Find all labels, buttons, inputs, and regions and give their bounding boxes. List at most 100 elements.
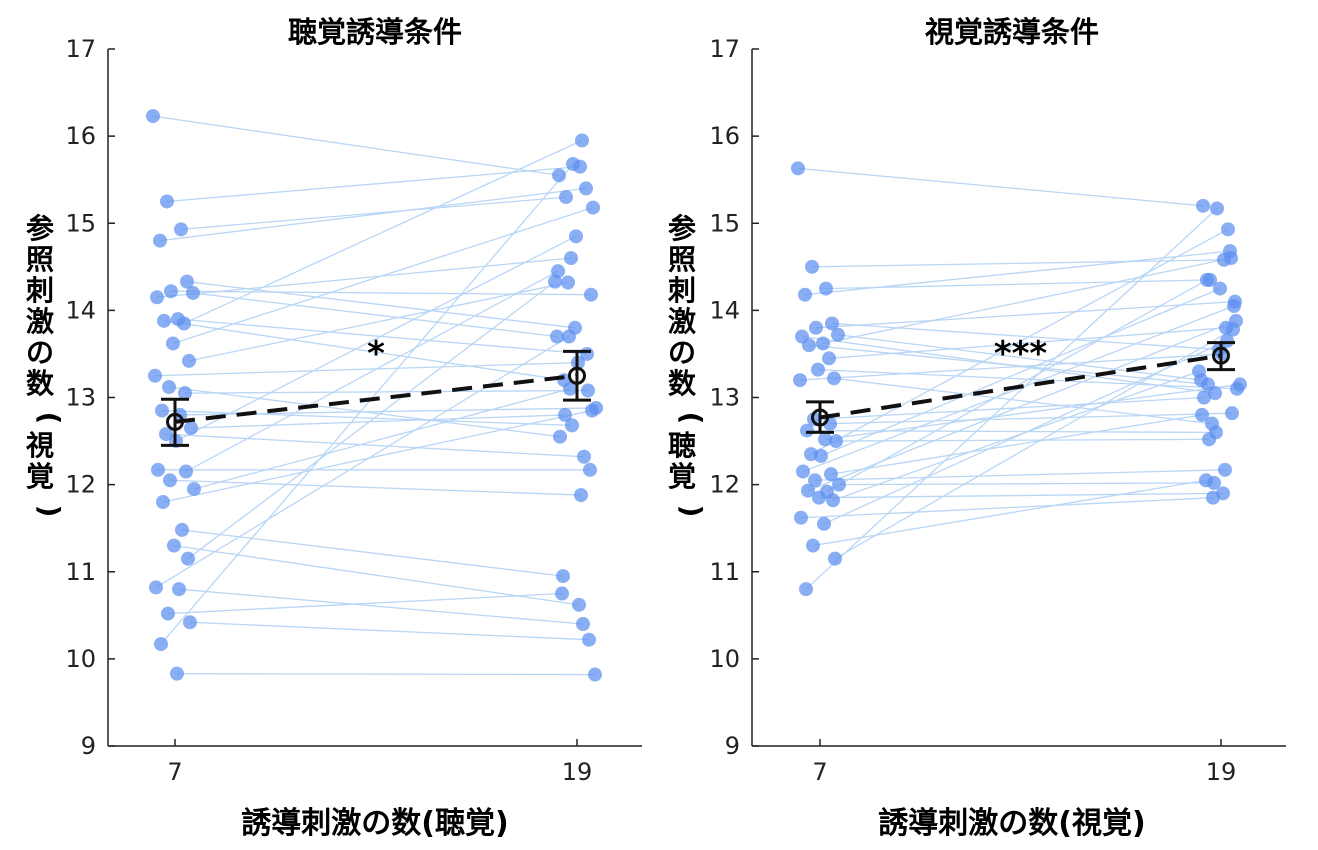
point-7 [186, 285, 200, 300]
point-19 [1201, 377, 1215, 392]
y-tick-label: 13 [709, 384, 740, 412]
pair-line [822, 257, 1232, 345]
point-19 [562, 329, 576, 344]
point-19 [1225, 406, 1239, 421]
pair-line [830, 414, 1203, 475]
point-7 [831, 327, 845, 342]
x-axis-label: 誘導刺激の数(聴覚) [241, 806, 508, 841]
chart-title: 視覚誘導条件 [925, 15, 1099, 49]
pair-line [189, 621, 590, 641]
point-19 [574, 488, 588, 503]
point-19 [558, 407, 572, 422]
point-19 [561, 275, 575, 290]
point-19 [563, 381, 577, 396]
point-7 [806, 538, 820, 553]
point-7 [181, 551, 195, 566]
pair-line [183, 139, 583, 325]
point-19 [550, 329, 564, 344]
pair-line [808, 344, 1209, 386]
pair-line [806, 429, 1217, 434]
point-19 [1213, 281, 1227, 296]
pair-line [812, 479, 1207, 547]
y-tick-label: 17 [709, 35, 740, 63]
pair-line [810, 228, 1229, 455]
point-7 [150, 290, 164, 305]
point-7 [148, 368, 162, 383]
data-points [791, 161, 1247, 597]
point-7 [154, 637, 168, 652]
point-7 [163, 473, 177, 488]
point-7 [793, 373, 807, 388]
point-19 [579, 181, 593, 196]
pair-line [805, 207, 1218, 590]
point-19 [1199, 473, 1213, 488]
mean-marker [568, 366, 586, 385]
x-tick-label: 19 [562, 758, 593, 786]
point-19 [576, 617, 590, 632]
point-19 [1206, 490, 1220, 505]
point-19 [552, 168, 566, 183]
point-7 [183, 615, 197, 630]
mean-marker [1212, 346, 1230, 365]
point-7 [825, 316, 839, 331]
pair-line [154, 362, 579, 377]
point-7 [155, 403, 169, 418]
point-19 [1221, 222, 1235, 237]
point-7 [177, 316, 191, 331]
point-7 [179, 464, 193, 479]
x-axis-label: 誘導刺激の数(視覚) [878, 806, 1145, 841]
point-19 [1192, 364, 1206, 379]
point-7 [800, 423, 814, 438]
point-19 [555, 586, 569, 601]
point-19 [1233, 377, 1247, 392]
y-axis-label-char: 激 [668, 305, 696, 338]
pair-line [193, 388, 571, 490]
pair-line [162, 409, 593, 503]
point-7 [162, 380, 176, 395]
pair-line [159, 187, 587, 242]
point-19 [1210, 201, 1224, 216]
y-tick-label: 10 [709, 645, 740, 673]
pair-line [163, 320, 565, 381]
y-tick-label: 11 [65, 558, 96, 586]
point-19 [1226, 322, 1240, 337]
y-tick-label: 14 [709, 296, 740, 324]
mean-line [819, 353, 1222, 420]
y-axis-label-char: 数 [26, 367, 55, 400]
point-7 [187, 481, 201, 496]
point-7 [166, 336, 180, 351]
point-19 [1195, 407, 1209, 422]
y-axis-label-char: 激 [26, 305, 54, 338]
y-tick-label: 15 [65, 209, 96, 237]
pair-line [169, 479, 582, 496]
point-19 [583, 462, 597, 477]
pair-line [804, 250, 1231, 296]
error-bar-x19 [563, 349, 591, 402]
error-bar-x7 [161, 397, 189, 447]
point-19 [1218, 462, 1232, 477]
point-19 [566, 157, 580, 172]
point-7 [157, 313, 171, 328]
point-7 [175, 522, 189, 537]
point-7 [151, 462, 165, 477]
point-7 [174, 222, 188, 237]
x-tick-label: 7 [167, 758, 182, 786]
y-tick-label: 14 [65, 296, 96, 324]
point-7 [149, 580, 163, 595]
point-7 [798, 287, 812, 302]
pair-line [799, 353, 1223, 381]
chart-title: 聴覚誘導条件 [288, 15, 462, 49]
point-19 [1224, 251, 1238, 266]
pair-line [188, 281, 569, 362]
pair-line [176, 673, 596, 676]
y-axis-label-char: ) [33, 505, 66, 518]
pair-line [832, 370, 1200, 501]
pair-line [160, 163, 574, 645]
y-axis-label-char: 数 [668, 367, 697, 400]
pair-line [165, 433, 585, 458]
pair-line [800, 497, 1214, 519]
point-7 [819, 281, 833, 296]
pair-line [838, 482, 1215, 486]
